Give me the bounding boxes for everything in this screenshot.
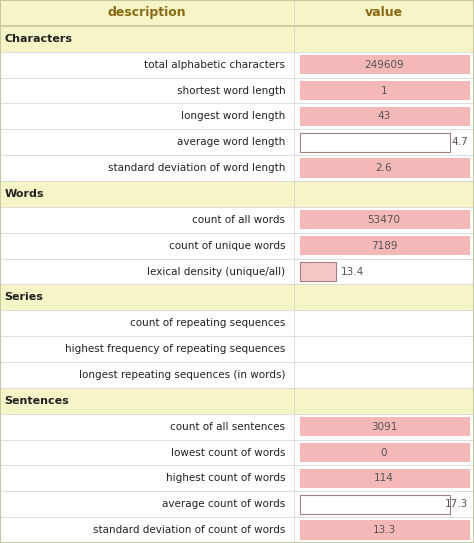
- Text: longest repeating sequences (in words): longest repeating sequences (in words): [79, 370, 285, 380]
- Text: Series: Series: [5, 292, 44, 302]
- Bar: [300, 106, 470, 126]
- Bar: [294, 207, 474, 233]
- Bar: [294, 155, 474, 181]
- Bar: [294, 258, 474, 285]
- Bar: [0, 258, 294, 285]
- Text: count of all words: count of all words: [192, 215, 285, 225]
- Bar: [300, 417, 470, 437]
- Bar: [300, 55, 470, 74]
- Bar: [300, 495, 450, 514]
- Bar: [0, 129, 294, 155]
- Bar: [0, 336, 294, 362]
- Text: count of all sentences: count of all sentences: [170, 422, 285, 432]
- Text: 1: 1: [381, 85, 387, 96]
- Text: count of repeating sequences: count of repeating sequences: [130, 318, 285, 328]
- Bar: [294, 26, 474, 52]
- Bar: [300, 159, 470, 178]
- Text: 3091: 3091: [371, 422, 397, 432]
- Bar: [294, 414, 474, 440]
- Text: lexical density (unique/all): lexical density (unique/all): [147, 267, 285, 276]
- Text: standard deviation of word length: standard deviation of word length: [108, 163, 285, 173]
- Bar: [294, 78, 474, 103]
- Bar: [0, 414, 294, 440]
- Bar: [0, 103, 294, 129]
- Bar: [294, 362, 474, 388]
- Text: 13.3: 13.3: [372, 525, 396, 535]
- Text: 7189: 7189: [371, 241, 397, 251]
- Text: 13.4: 13.4: [341, 267, 365, 276]
- Bar: [294, 440, 474, 465]
- Bar: [0, 207, 294, 233]
- Text: standard deviation of count of words: standard deviation of count of words: [93, 525, 285, 535]
- Bar: [0, 52, 294, 78]
- Bar: [0, 310, 294, 336]
- Bar: [300, 469, 470, 488]
- Text: Sentences: Sentences: [5, 396, 70, 406]
- Text: average count of words: average count of words: [162, 499, 285, 509]
- Bar: [294, 285, 474, 310]
- Text: value: value: [365, 7, 403, 20]
- Bar: [0, 181, 294, 207]
- Bar: [0, 388, 294, 414]
- Bar: [300, 132, 450, 152]
- Bar: [294, 310, 474, 336]
- Bar: [294, 388, 474, 414]
- Bar: [294, 517, 474, 543]
- Text: description: description: [108, 7, 186, 20]
- Bar: [294, 103, 474, 129]
- Bar: [300, 520, 470, 540]
- Text: 53470: 53470: [367, 215, 401, 225]
- Bar: [0, 465, 294, 491]
- Text: shortest word length: shortest word length: [177, 85, 285, 96]
- Bar: [0, 26, 294, 52]
- Bar: [0, 233, 294, 258]
- Bar: [0, 440, 294, 465]
- Text: Characters: Characters: [5, 34, 73, 44]
- Text: 0: 0: [381, 447, 387, 458]
- Bar: [300, 262, 336, 281]
- Text: count of unique words: count of unique words: [169, 241, 285, 251]
- Bar: [300, 210, 470, 230]
- Text: Words: Words: [5, 189, 44, 199]
- Text: 249609: 249609: [364, 60, 404, 70]
- Bar: [294, 52, 474, 78]
- Bar: [0, 0, 294, 26]
- Bar: [300, 443, 470, 462]
- Bar: [294, 129, 474, 155]
- Bar: [0, 285, 294, 310]
- Bar: [0, 517, 294, 543]
- Text: 114: 114: [374, 473, 394, 483]
- Bar: [300, 81, 470, 100]
- Text: average word length: average word length: [177, 137, 285, 147]
- Text: 17.3: 17.3: [445, 499, 468, 509]
- Text: lowest count of words: lowest count of words: [171, 447, 285, 458]
- Bar: [0, 155, 294, 181]
- Bar: [294, 181, 474, 207]
- Bar: [294, 233, 474, 258]
- Bar: [0, 491, 294, 517]
- Bar: [0, 362, 294, 388]
- Text: total alphabetic characters: total alphabetic characters: [145, 60, 285, 70]
- Text: 4.7: 4.7: [452, 137, 468, 147]
- Text: highest frequency of repeating sequences: highest frequency of repeating sequences: [65, 344, 285, 354]
- Bar: [294, 336, 474, 362]
- Bar: [294, 491, 474, 517]
- Text: longest word length: longest word length: [181, 111, 285, 121]
- Text: 2.6: 2.6: [375, 163, 392, 173]
- Bar: [294, 0, 474, 26]
- Text: highest count of words: highest count of words: [166, 473, 285, 483]
- Bar: [300, 236, 470, 255]
- Text: 43: 43: [377, 111, 391, 121]
- Bar: [294, 465, 474, 491]
- Bar: [0, 78, 294, 103]
